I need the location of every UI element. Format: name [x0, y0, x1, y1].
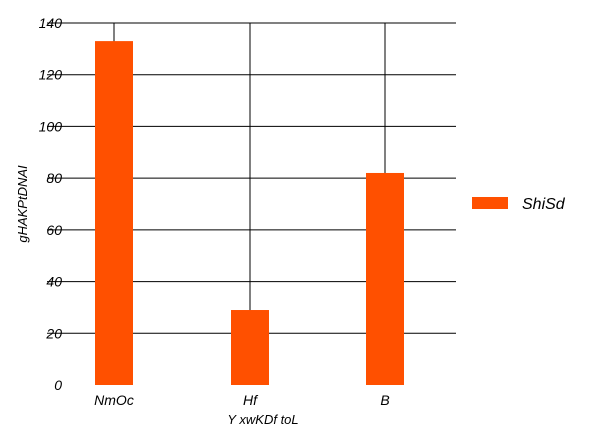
x-tick-label: B: [380, 392, 389, 408]
y-tick-label: 100: [39, 118, 63, 134]
bar-hf: [231, 310, 269, 385]
legend-swatch: [472, 197, 508, 209]
x-axis-label: Y xwKDf toL: [227, 412, 298, 427]
bar-nmoc: [95, 41, 133, 385]
y-tick-label: 20: [45, 325, 62, 341]
x-tick-label: NmOc: [94, 392, 134, 408]
y-axis-ticks: 0 20 40 60 80 100 120 140: [39, 15, 63, 393]
legend: ShiSd: [472, 196, 566, 213]
y-tick-label: 140: [39, 15, 63, 31]
x-axis-ticks: NmOc Hf B: [94, 392, 390, 408]
y-tick-label: 0: [54, 377, 62, 393]
bars: [95, 41, 404, 385]
y-tick-label: 60: [46, 222, 62, 238]
x-tick-label: Hf: [243, 392, 259, 408]
y-axis-label: gHAKPtDNAI: [15, 165, 30, 243]
y-tick-label: 120: [39, 67, 63, 83]
y-tick-label: 80: [46, 170, 62, 186]
bar-b: [366, 172, 404, 385]
y-tick-label: 40: [46, 274, 62, 290]
legend-label: ShiSd: [522, 196, 566, 213]
